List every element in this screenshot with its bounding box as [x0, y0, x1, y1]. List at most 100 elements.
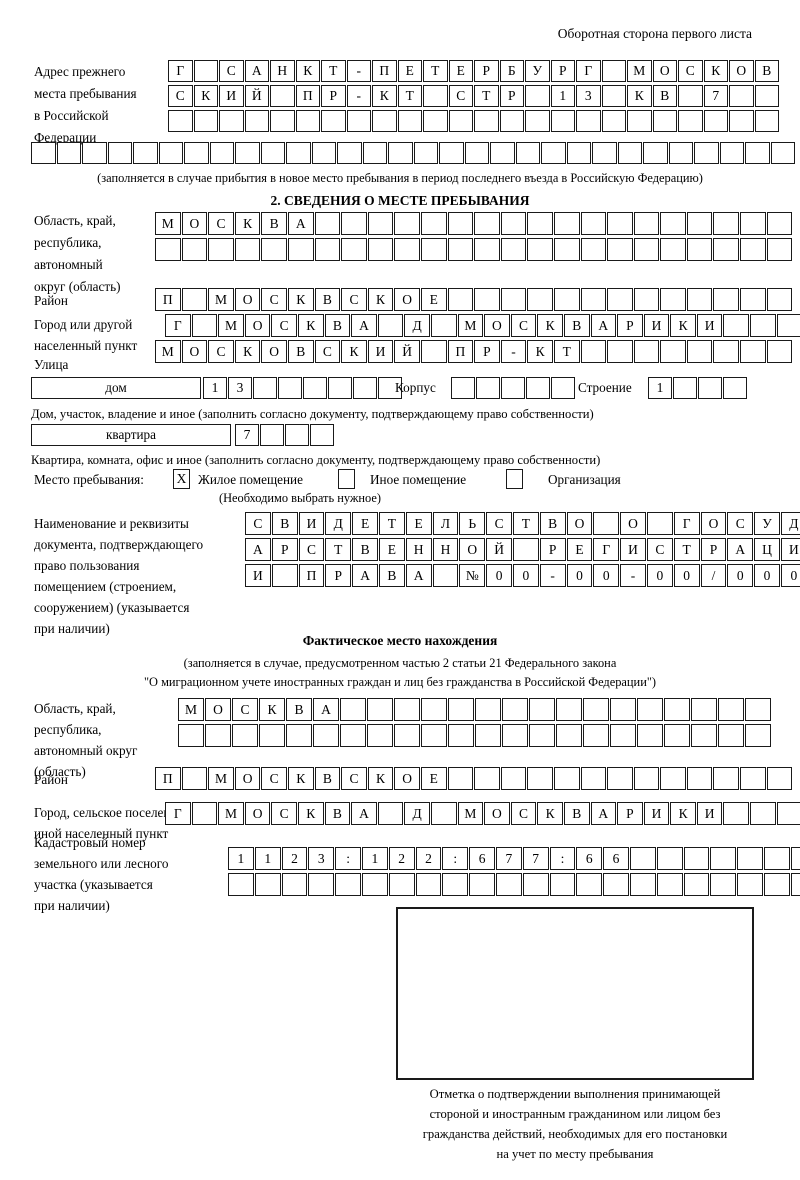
comb-cell[interactable]: К: [287, 288, 314, 311]
comb-cell[interactable]: 0: [780, 564, 800, 587]
comb-cell[interactable]: [713, 767, 740, 790]
comb-cell[interactable]: [474, 288, 500, 311]
comb-cell[interactable]: В: [261, 212, 287, 235]
comb-cell[interactable]: [766, 288, 793, 311]
checkbox-zhiloe-pomeshchenie[interactable]: X: [173, 469, 190, 489]
comb-cell[interactable]: [592, 142, 617, 164]
comb-cell[interactable]: [633, 767, 660, 790]
comb-cell[interactable]: №: [459, 564, 486, 587]
comb-cell[interactable]: [526, 377, 550, 399]
comb-cell[interactable]: Т: [397, 85, 422, 107]
comb-cell[interactable]: [271, 564, 298, 587]
comb-cell[interactable]: [770, 142, 795, 164]
comb-cell[interactable]: Р: [700, 538, 727, 561]
comb-cell[interactable]: Т: [474, 85, 499, 107]
comb-cell[interactable]: М: [178, 698, 204, 721]
comb-cell[interactable]: 7: [495, 847, 522, 870]
comb-cell[interactable]: [656, 847, 683, 870]
comb-cell[interactable]: [495, 873, 522, 896]
prev-address-row-3[interactable]: [168, 110, 779, 132]
comb-cell[interactable]: [500, 238, 527, 261]
comb-cell[interactable]: [713, 340, 740, 363]
comb-cell[interactable]: [82, 142, 107, 164]
comb-cell[interactable]: [710, 847, 737, 870]
comb-cell[interactable]: [740, 212, 766, 235]
comb-cell[interactable]: [311, 142, 336, 164]
comb-cell[interactable]: [394, 238, 420, 261]
comb-cell[interactable]: [550, 110, 575, 132]
comb-cell[interactable]: [181, 238, 208, 261]
comb-cell[interactable]: 7: [703, 85, 728, 107]
prev-address-row-4[interactable]: [31, 142, 795, 164]
comb-cell[interactable]: Е: [405, 512, 432, 535]
comb-cell[interactable]: [430, 802, 457, 825]
comb-cell[interactable]: А: [351, 802, 377, 825]
comb-cell[interactable]: К: [527, 340, 553, 363]
comb-cell[interactable]: [633, 288, 660, 311]
comb-cell[interactable]: Р: [617, 802, 643, 825]
comb-cell[interactable]: [737, 847, 763, 870]
comb-cell[interactable]: М: [457, 802, 484, 825]
comb-cell[interactable]: [740, 340, 766, 363]
comb-cell[interactable]: [378, 377, 402, 399]
comb-cell[interactable]: [133, 142, 158, 164]
stroenie-cells[interactable]: 1: [648, 377, 747, 399]
comb-cell[interactable]: М: [208, 767, 234, 790]
comb-cell[interactable]: Д: [404, 314, 430, 337]
comb-cell[interactable]: К: [537, 802, 563, 825]
comb-cell[interactable]: [244, 110, 269, 132]
comb-cell[interactable]: [474, 212, 500, 235]
comb-cell[interactable]: К: [627, 85, 652, 107]
comb-cell[interactable]: [737, 873, 763, 896]
comb-cell[interactable]: [603, 873, 629, 896]
comb-cell[interactable]: [660, 212, 686, 235]
comb-cell[interactable]: В: [287, 340, 314, 363]
comb-cell[interactable]: [580, 212, 607, 235]
comb-cell[interactable]: [529, 698, 555, 721]
comb-cell[interactable]: [627, 110, 652, 132]
comb-cell[interactable]: [490, 142, 515, 164]
comb-cell[interactable]: О: [484, 802, 510, 825]
comb-cell[interactable]: [421, 724, 447, 747]
comb-cell[interactable]: 1: [254, 847, 281, 870]
comb-cell[interactable]: [314, 238, 341, 261]
comb-cell[interactable]: [442, 873, 469, 896]
comb-cell[interactable]: Т: [512, 512, 539, 535]
comb-cell[interactable]: [686, 288, 713, 311]
comb-cell[interactable]: Р: [321, 85, 346, 107]
comb-cell[interactable]: [553, 767, 580, 790]
comb-cell[interactable]: И: [367, 340, 394, 363]
comb-cell[interactable]: [710, 873, 737, 896]
comb-cell[interactable]: [439, 142, 464, 164]
comb-cell[interactable]: [718, 698, 744, 721]
comb-cell[interactable]: Н: [432, 538, 459, 561]
comb-cell[interactable]: [353, 377, 377, 399]
comb-cell[interactable]: [664, 724, 690, 747]
comb-cell[interactable]: В: [271, 512, 298, 535]
comb-cell[interactable]: [607, 340, 633, 363]
comb-cell[interactable]: О: [181, 212, 208, 235]
comb-cell[interactable]: [678, 85, 703, 107]
comb-cell[interactable]: [633, 340, 660, 363]
comb-cell[interactable]: К: [341, 340, 367, 363]
comb-cell[interactable]: [660, 238, 686, 261]
comb-cell[interactable]: [580, 340, 607, 363]
comb-cell[interactable]: И: [620, 538, 646, 561]
comb-cell[interactable]: [686, 238, 713, 261]
comb-cell[interactable]: О: [244, 314, 271, 337]
comb-cell[interactable]: [566, 142, 591, 164]
comb-cell[interactable]: О: [205, 698, 231, 721]
comb-cell[interactable]: С: [678, 60, 703, 82]
comb-cell[interactable]: [580, 767, 607, 790]
comb-cell[interactable]: [234, 238, 261, 261]
comb-cell[interactable]: Р: [550, 60, 575, 82]
comb-cell[interactable]: [56, 142, 81, 164]
comb-cell[interactable]: [652, 110, 677, 132]
comb-cell[interactable]: [686, 767, 713, 790]
comb-cell[interactable]: [713, 288, 740, 311]
comb-cell[interactable]: [420, 340, 447, 363]
